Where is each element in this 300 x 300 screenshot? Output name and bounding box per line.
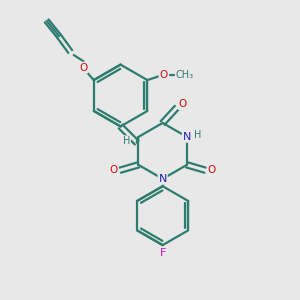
- Text: N: N: [158, 174, 167, 184]
- Text: CH₃: CH₃: [176, 70, 194, 80]
- Text: F: F: [160, 248, 166, 258]
- Text: O: O: [110, 165, 118, 175]
- Text: N: N: [183, 132, 191, 142]
- Text: O: O: [208, 165, 216, 175]
- Text: H: H: [123, 136, 130, 146]
- Text: O: O: [178, 99, 187, 109]
- Text: O: O: [159, 70, 168, 80]
- Text: H: H: [194, 130, 202, 140]
- Text: O: O: [80, 63, 88, 73]
